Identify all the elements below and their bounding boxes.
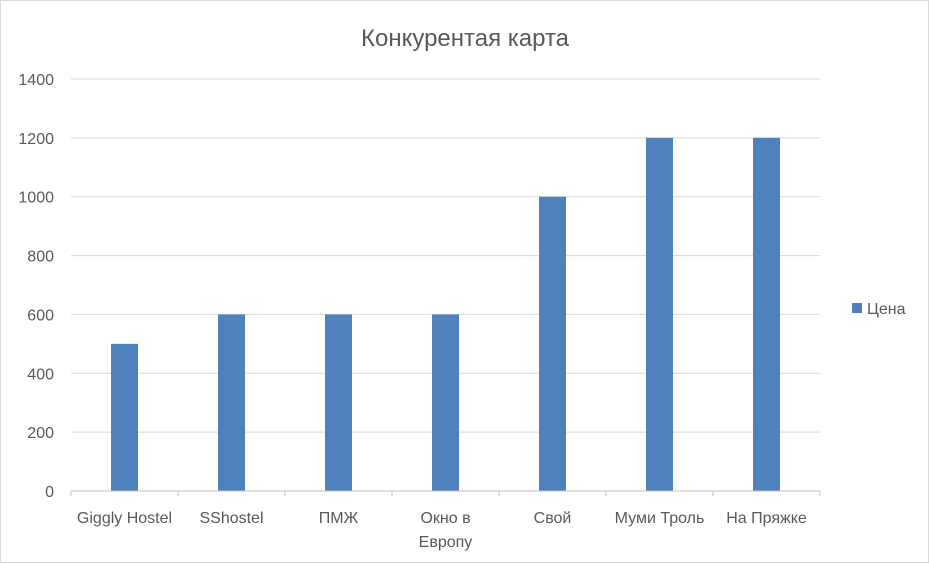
y-axis-tick-labels: 0 200 400 600 800 1000 1200 1400 [18,72,54,501]
bar [539,196,566,491]
x-tick-label: Окно в Европу [419,510,473,551]
x-tick-label: Муми Троль [615,510,705,527]
x-tick-label: Свой [534,510,572,527]
y-tick-label: 1400 [18,72,54,89]
bar [753,137,780,491]
legend: Цена [852,301,906,318]
bar [111,343,138,491]
bar [432,314,459,491]
y-tick-label: 0 [45,484,54,501]
legend-swatch-price [852,303,862,313]
x-tick-label: ПМЖ [319,510,359,527]
x-axis [70,490,821,496]
bar [218,314,245,491]
y-tick-label: 1000 [18,190,54,207]
y-tick-label: 800 [27,249,54,266]
y-tick-label: 1200 [18,131,54,148]
bars [111,137,780,491]
y-tick-label: 400 [27,366,54,383]
x-axis-tick-labels: Giggly Hostel SShostel ПМЖ Окно в Европу Свой… [77,510,807,551]
y-tick-label: 600 [27,307,54,324]
bar [325,314,352,491]
legend-label-price: Цена [867,301,906,318]
x-tick-label: Giggly Hostel [77,510,172,527]
chart-title: Конкурентая карта [361,25,570,52]
x-tick-label: SShostel [199,510,263,527]
bar [646,137,673,491]
x-tick-label: На Пряжке [726,510,807,527]
y-tick-label: 200 [27,425,54,442]
